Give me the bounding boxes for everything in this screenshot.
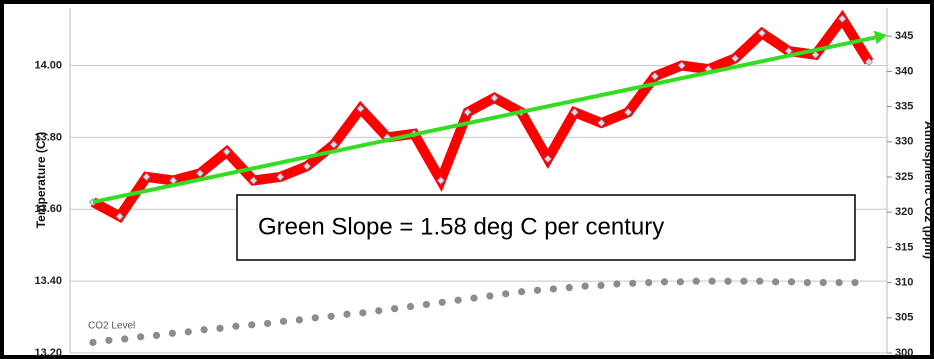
y2-tick-label: 305	[895, 312, 913, 324]
co2-dot	[279, 317, 288, 325]
series-label: CO2 Level	[88, 321, 135, 332]
co2-dot	[152, 331, 161, 339]
co2-dot	[216, 324, 224, 332]
trend-line	[92, 35, 876, 205]
co2-dot	[343, 310, 351, 318]
temperature-marker	[570, 108, 579, 117]
co2-dot	[502, 290, 510, 298]
y2-tick-label: 330	[895, 136, 913, 148]
temperature-marker	[436, 176, 445, 185]
co2-dot	[137, 333, 145, 341]
co2-dot	[772, 278, 780, 286]
annotation: Green Slope = 1.58 deg C per century	[258, 213, 664, 240]
co2-dot	[232, 322, 240, 330]
temperature-marker	[249, 176, 258, 185]
co2-dot	[264, 319, 272, 328]
co2-dot	[89, 338, 97, 347]
co2-dot	[184, 328, 192, 336]
co2-dot	[740, 277, 748, 285]
co2-dot	[597, 281, 605, 290]
co2-dot	[105, 336, 113, 344]
co2-dot	[518, 288, 526, 296]
y-tick-label: 14.00	[34, 59, 62, 71]
temperature-line	[90, 9, 874, 223]
co2-dot	[121, 335, 129, 343]
y-tick-label: 13.60	[34, 203, 62, 215]
temperature-marker	[276, 172, 285, 182]
co2-dot	[819, 278, 827, 287]
temperature-marker	[677, 61, 686, 70]
y2-tick-label: 345	[895, 30, 913, 42]
y2-tick-label: 340	[895, 65, 913, 77]
temperature-marker	[222, 147, 231, 156]
co2-dot	[851, 278, 859, 287]
co2-dot	[803, 278, 811, 287]
co2-dot	[565, 283, 573, 292]
temperature-marker	[597, 118, 606, 128]
temperature-marker	[650, 72, 660, 81]
temperature-marker	[543, 154, 552, 164]
co2-dot	[787, 278, 796, 286]
co2-dot	[406, 302, 415, 311]
temperature-marker	[624, 108, 633, 117]
co2-dot	[168, 329, 176, 337]
co2-dot	[438, 298, 446, 306]
co2-dot	[422, 300, 430, 309]
temperature-marker	[195, 169, 205, 178]
y2-tick-label: 300	[895, 347, 913, 359]
co2-dot	[708, 277, 716, 285]
temperature-marker	[757, 29, 767, 38]
y-tick-label: 13.20	[34, 347, 62, 359]
temperature-marker	[490, 93, 499, 102]
co2-dot	[375, 307, 383, 315]
temperature-marker	[142, 172, 151, 182]
temperature-marker	[864, 57, 874, 67]
co2-dot	[391, 305, 399, 313]
y-axis-title: Temperature (C°)	[34, 132, 48, 229]
y2-tick-label: 310	[895, 276, 913, 288]
trend-arrowhead	[873, 30, 887, 45]
co2-dot	[470, 294, 478, 302]
co2-dot	[549, 285, 557, 293]
y2-tick-label: 335	[895, 100, 913, 112]
y2-axis-title: Atmospheric CO2 (ppm)	[922, 121, 934, 259]
co2-dot	[660, 278, 669, 286]
y2-tick-label: 320	[895, 206, 913, 218]
co2-dot	[248, 321, 256, 329]
co2-dot	[200, 326, 208, 334]
temperature-marker	[731, 54, 740, 63]
temperature-marker	[356, 104, 365, 113]
temperature-marker	[463, 108, 472, 117]
co2-dot	[613, 280, 621, 288]
co2-dot	[327, 312, 335, 320]
y-tick-label: 13.80	[34, 131, 62, 143]
temperature-marker	[811, 50, 820, 59]
temperature-marker	[169, 176, 178, 185]
co2-dot	[629, 279, 637, 287]
co2-dot	[486, 292, 494, 300]
co2-dot	[533, 286, 542, 294]
co2-dot	[645, 278, 653, 287]
co2-dot	[311, 314, 319, 322]
co2-dot	[692, 277, 700, 285]
temperature-marker	[838, 14, 847, 23]
annotation-box	[236, 194, 856, 261]
y2-tick-label: 315	[895, 241, 913, 253]
co2-dot	[724, 277, 732, 285]
temperature-marker	[302, 162, 312, 171]
co2-dot	[295, 316, 303, 324]
temperature-marker	[329, 140, 338, 149]
co2-dot	[359, 309, 367, 317]
temperature-marker	[115, 212, 124, 221]
y2-tick-label: 325	[895, 171, 913, 183]
y-tick-label: 13.40	[34, 275, 62, 287]
co2-dot	[581, 282, 589, 290]
co2-dot	[676, 278, 684, 286]
co2-dot	[756, 277, 764, 285]
co2-dot	[454, 296, 462, 304]
temperature-marker	[784, 47, 793, 56]
co2-dot	[835, 278, 843, 287]
